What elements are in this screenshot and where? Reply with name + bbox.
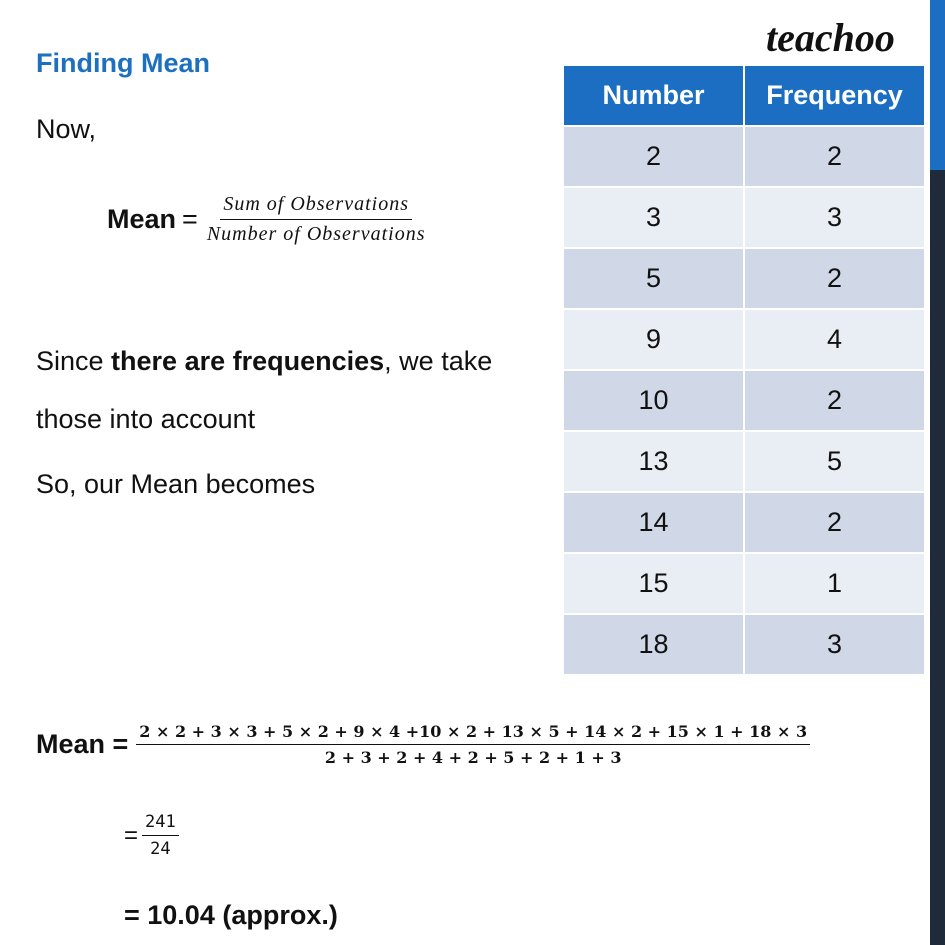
numerator: 2 × 2 + 3 × 3 + 5 × 2 + 9 × 4 +10 × 2 + … xyxy=(136,722,811,745)
numerator: Sum of Observations xyxy=(220,193,412,220)
table-cell: 13 xyxy=(562,430,745,493)
formula: Mean = Sum of Observations Number of Obs… xyxy=(107,193,428,246)
denominator: 24 xyxy=(150,839,171,859)
header-row: Number Frequency xyxy=(562,64,926,127)
table-row: 18 3 xyxy=(562,613,926,676)
calc-label: Mean = xyxy=(36,729,129,759)
formula-label: Mean xyxy=(107,204,177,234)
step: = 241 24 xyxy=(124,812,179,859)
fraction: 2 × 2 + 3 × 3 + 5 × 2 + 9 × 4 +10 × 2 + … xyxy=(136,722,811,767)
table-row: 13 5 xyxy=(562,430,926,493)
table-cell: 2 xyxy=(743,125,926,188)
table-cell: 9 xyxy=(562,308,745,371)
table-cell: 1 xyxy=(743,552,926,615)
table-cell: 5 xyxy=(562,247,745,310)
table-cell: 5 xyxy=(743,430,926,493)
table-cell: 3 xyxy=(743,613,926,676)
result: = 10.04 (approx.) xyxy=(124,900,338,930)
calculation: Mean = 2 × 2 + 3 × 3 + 5 × 2 + 9 × 4 +10… xyxy=(36,722,811,767)
emphasis: there are frequencies xyxy=(111,346,385,376)
logo: teachoo xyxy=(766,15,895,60)
lead-in: So, our Mean becomes xyxy=(36,469,316,499)
table-cell: 18 xyxy=(562,613,745,676)
denominator: 2 + 3 + 2 + 4 + 2 + 5 + 2 + 1 + 3 xyxy=(324,748,622,767)
intro: Now, xyxy=(36,114,97,144)
header-cell: Frequency xyxy=(743,64,926,127)
table-cell: 3 xyxy=(743,186,926,249)
frequency-table: Number Frequency 2 2 3 3 5 2 9 4 10 2 13 5 14 2 15 1 18 3 xyxy=(562,64,926,676)
fraction: 241 24 xyxy=(142,812,179,859)
frequency-note-line: those into account xyxy=(36,404,256,434)
table-cell: 2 xyxy=(743,491,926,554)
table-cell: 2 xyxy=(743,247,926,310)
equals: = xyxy=(124,821,139,849)
text: Since xyxy=(36,346,112,376)
heading: Finding Mean xyxy=(36,48,210,78)
table-cell: 10 xyxy=(562,369,745,432)
side-bar xyxy=(930,0,945,945)
side-bar-accent xyxy=(930,0,945,170)
table-cell: 15 xyxy=(562,552,745,615)
table-cell: 2 xyxy=(562,125,745,188)
table-cell: 2 xyxy=(743,369,926,432)
table-cell: 4 xyxy=(743,308,926,371)
table-row: 14 2 xyxy=(562,491,926,554)
text: , we take xyxy=(384,346,493,376)
table-cell: 14 xyxy=(562,491,745,554)
table-row: 15 1 xyxy=(562,552,926,615)
denominator: Number of Observations xyxy=(206,223,426,245)
frequency-note: Since there are frequencies, we take xyxy=(36,346,492,377)
table-cell: 3 xyxy=(562,186,745,249)
table-row: 10 2 xyxy=(562,369,926,432)
numerator: 241 xyxy=(142,812,179,836)
header-cell: Number xyxy=(562,64,745,127)
fraction: Sum of Observations Number of Observatio… xyxy=(204,193,429,246)
equals: = xyxy=(182,204,198,234)
